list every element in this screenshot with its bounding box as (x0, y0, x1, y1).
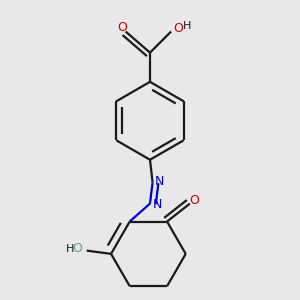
Text: H: H (183, 21, 191, 31)
Text: O: O (189, 194, 199, 207)
Text: O: O (174, 22, 184, 35)
Text: O: O (117, 21, 127, 34)
Text: O: O (73, 242, 82, 256)
Text: N: N (152, 198, 162, 211)
Text: N: N (155, 175, 164, 188)
Text: H: H (66, 244, 74, 254)
